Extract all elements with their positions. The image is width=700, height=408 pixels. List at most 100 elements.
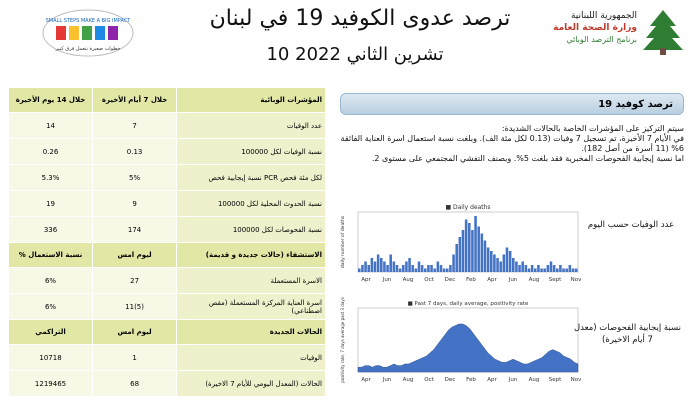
table-header-row: التراكمي ليوم امس الحالات الجديدة — [7, 319, 326, 345]
panel-text: سيتم التركيز على المؤشرات الخاصة بالحالا… — [340, 124, 684, 164]
legend-label: ■ Past 7 days, daily average, positivity… — [408, 301, 529, 307]
panel-para-1: سيتم التركيز على المؤشرات الخاصة بالحالا… — [501, 124, 684, 133]
table-row-cell: 0.26 — [7, 138, 94, 165]
bar — [468, 223, 471, 272]
table-row-cell: الاسرة المستعملة — [176, 267, 326, 294]
bar — [568, 265, 572, 272]
table-row: 0.26 0.13 نسبة الوفيات لكل 100000 — [7, 138, 326, 165]
bar — [402, 265, 405, 272]
table-row-cell: نسبة الحدوث المحلية لكل 100000 — [176, 190, 326, 217]
y-axis-label: positivity rate, 7 days average past 3 d… — [340, 297, 345, 383]
table-row-cell: 1219465 — [7, 370, 94, 397]
table-row-cell: 336 — [7, 216, 94, 243]
bar — [373, 261, 377, 272]
x-tick-label: Nov — [571, 377, 582, 383]
bar — [571, 268, 575, 272]
table-row-cell: 1 — [92, 344, 178, 371]
table-row-cell: 68 — [92, 370, 178, 397]
x-tick-label: Aug — [403, 277, 414, 283]
bar — [493, 254, 496, 272]
table-row-cell: اسرة العناية المركزة المستعملة (مقص اصطن… — [176, 293, 326, 320]
bar — [380, 258, 383, 272]
x-tick-label: Jun — [508, 277, 518, 283]
bar — [486, 247, 490, 272]
table-row-cell: 6% — [7, 293, 94, 320]
bar — [398, 268, 402, 272]
report-date: 10 تشرين الثاني 2022 — [266, 44, 444, 65]
bar — [420, 265, 424, 272]
bar — [562, 268, 565, 272]
svg-text:خطوات صغيرة بتعمل فرق كبير: خطوات صغيرة بتعمل فرق كبير — [55, 46, 121, 52]
table-row-cell: 14 — [7, 112, 94, 139]
bar — [395, 265, 399, 272]
legend-label: ■ Daily deaths — [445, 204, 490, 211]
x-tick-label: Jun — [508, 377, 518, 383]
bar — [455, 244, 458, 272]
bar — [515, 261, 518, 272]
table-header-row-cell: التراكمي — [7, 319, 94, 345]
table-row-cell: نسبة الوفيات لكل 100000 — [176, 138, 326, 165]
x-tick-label: Apr — [487, 277, 497, 283]
bar — [512, 258, 515, 272]
bar — [521, 261, 524, 272]
bar — [527, 268, 531, 272]
bar — [408, 258, 411, 272]
bar — [386, 265, 389, 272]
bar — [424, 268, 427, 272]
bar — [414, 268, 418, 272]
bar — [392, 261, 396, 272]
table-row-cell: 11(5) — [92, 293, 178, 320]
bar — [405, 261, 408, 272]
x-tick-label: Jun — [382, 277, 392, 283]
x-tick-label: Sept — [549, 377, 562, 383]
x-tick-label: Feb — [466, 377, 476, 383]
bar — [534, 268, 537, 272]
bar — [556, 268, 559, 272]
bar — [383, 261, 386, 272]
bar — [496, 258, 499, 272]
positivity-chart: ■ Past 7 days, daily average, positivity… — [336, 292, 586, 388]
positivity-area — [357, 323, 579, 373]
x-tick-label: Aug — [403, 377, 414, 383]
bar — [480, 233, 484, 272]
x-tick-label: Aug — [529, 277, 540, 283]
campaign-logo: SMALL STEPS MAKE A BIG IMPACT خطوات صغير… — [42, 8, 134, 58]
table-header-row-cell: ليوم امس — [92, 319, 178, 345]
deaths-chart-label: عدد الوفيات حسب اليوم — [587, 220, 675, 230]
bar — [477, 226, 480, 272]
table-row: 19 9 نسبة الحدوث المحلية لكل 100000 — [7, 190, 326, 217]
x-tick-label: Dec — [445, 377, 456, 383]
table-row-cell: 7 — [92, 112, 178, 139]
table-row-cell: 27 — [92, 267, 178, 294]
panel-para-3: اما نسبة إيجابية الفحوصات المخبرية فقد ب… — [371, 154, 684, 163]
x-tick-label: Nov — [571, 277, 582, 283]
bar — [574, 268, 578, 272]
table-header-row-cell: ليوم امس — [92, 242, 178, 268]
bar — [508, 251, 512, 272]
bar — [565, 268, 568, 272]
ministry-line-2: وزارة الصحة العامة — [553, 23, 637, 33]
ministry-name: الجمهورية اللبنانية وزارة الصحة العامة ب… — [545, 10, 637, 46]
table-row-cell: عدد الوفيات — [176, 112, 326, 139]
table-row-cell: 0.13 — [92, 138, 178, 165]
x-tick-label: Oct — [424, 277, 434, 283]
x-tick-label: Sept — [549, 277, 562, 283]
bar — [389, 254, 392, 272]
bar — [446, 268, 449, 272]
table-row-cell: نسبة إيجابية فحص PCR لكل مئة فحص — [176, 164, 326, 191]
table-row: 6% 27 الاسرة المستعملة — [7, 267, 326, 294]
table-row-cell: 19 — [7, 190, 94, 217]
table-row-cell: 5% — [92, 164, 178, 191]
table-row: 5.3% 5% نسبة إيجابية فحص PCR لكل مئة فحص — [7, 164, 326, 191]
bar — [483, 240, 487, 272]
deaths-chart: ■ Daily deaths daily number of deaths Apr J… — [336, 194, 586, 286]
bar — [505, 247, 509, 272]
bar — [358, 268, 361, 272]
page-title: ترصد عدوى الكوفيد 19 في لبنان — [209, 6, 511, 31]
bar — [458, 237, 462, 272]
table-row-cell: نسبة الفحوصات لكل 100000 — [176, 216, 326, 243]
bar — [464, 219, 468, 272]
bar — [471, 230, 474, 272]
x-tick-label: Jun — [382, 377, 392, 383]
table-header-row: % نسبة الاستعمال ليوم امس الاستشفاء (حالات… — [7, 242, 326, 268]
